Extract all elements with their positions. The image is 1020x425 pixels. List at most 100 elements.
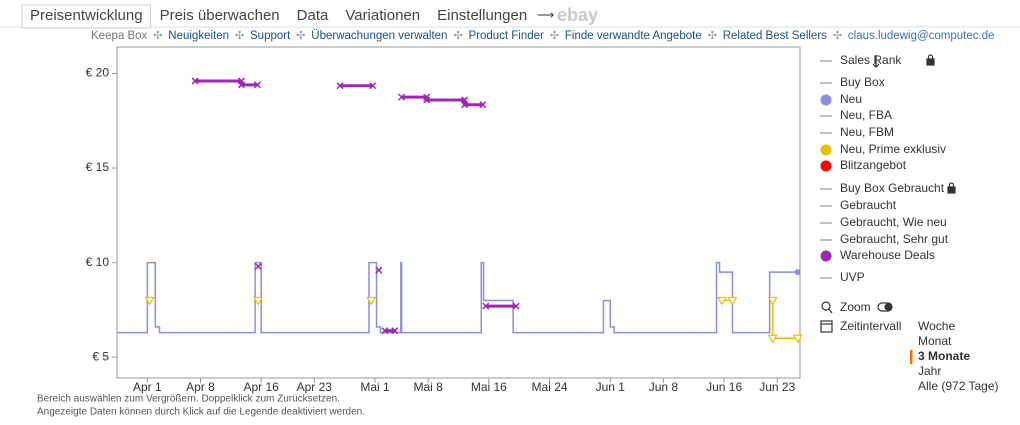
triangle-marker (253, 296, 264, 306)
legend-label[interactable]: Gebraucht, Wie neu (840, 215, 947, 229)
separator: ✣ (833, 30, 842, 42)
nav-link[interactable]: Product Finder (468, 30, 544, 42)
cross-marker (398, 93, 406, 101)
tab[interactable]: Variationen (345, 7, 420, 24)
legend-label[interactable]: Neu, Prime exklusiv (840, 142, 946, 156)
separator: ✣ (453, 30, 462, 42)
cross-marker (482, 302, 490, 310)
y-tick-label: € 20 (86, 66, 110, 80)
cross-marker (375, 266, 383, 274)
interval-option[interactable]: Jahr (918, 364, 941, 378)
icons (820, 54, 956, 333)
x-tick-label: Jun 16 (706, 380, 742, 394)
interval-option[interactable]: Woche (918, 319, 955, 333)
zoom-toggle[interactable] (877, 302, 893, 312)
triangle-marker (716, 296, 727, 306)
cross-marker (381, 327, 389, 335)
triangle-marker (727, 296, 738, 306)
cross-marker (461, 101, 469, 109)
tab-arrow: ⟶ (537, 8, 554, 22)
hint-note: Angezeigte Daten können durch Klick auf … (37, 407, 365, 418)
legend-label[interactable]: Warehouse Deals (840, 248, 935, 262)
lock-icon (927, 54, 934, 59)
triangle-marker (366, 296, 377, 306)
x-tick-label: Jun 8 (649, 380, 679, 394)
nav-link[interactable]: Keepa Box (91, 30, 148, 42)
lock-icon (926, 58, 935, 66)
nav-link[interactable]: Support (250, 30, 291, 42)
separator: ✣ (153, 30, 162, 42)
tab[interactable]: Data (297, 7, 329, 24)
legend-label[interactable]: Buy Box (840, 75, 885, 89)
cross-marker (191, 77, 199, 85)
zoom-label[interactable]: Zoom (840, 300, 871, 314)
hint-note: Bereich auswählen zum Vergrößern. Doppel… (37, 394, 340, 405)
x-tick-label: Apr 8 (186, 380, 215, 394)
zoom-icon (821, 301, 831, 311)
interval-option[interactable]: Alle (972 Tage) (918, 379, 999, 393)
cross-marker (369, 82, 377, 90)
nav-link[interactable]: Finde verwandte Angebote (565, 30, 702, 42)
tab[interactable]: Einstellungen (437, 7, 527, 24)
legend-dot[interactable] (820, 250, 832, 262)
calendar-icon (820, 320, 833, 333)
tab[interactable]: ebay (557, 5, 598, 25)
cross-marker (391, 327, 399, 335)
cross-marker (479, 101, 487, 109)
legend-label[interactable]: Blitzangebot (840, 158, 907, 172)
cross-marker (253, 81, 261, 89)
plot-series (117, 77, 803, 344)
legend-label[interactable]: Buy Box Gebraucht (840, 181, 945, 195)
plot-frame (116, 46, 801, 379)
legend-label[interactable]: Sales Rank (840, 53, 902, 67)
legend-dot[interactable] (820, 160, 832, 172)
x-tick-label: Mai 16 (471, 380, 507, 394)
tab[interactable]: Preisentwicklung (30, 7, 143, 24)
legend-label[interactable]: Gebraucht, Sehr gut (840, 232, 949, 246)
x-tick-label: Jun 1 (596, 380, 626, 394)
legend-label[interactable]: Neu (840, 92, 862, 106)
sort-icon (872, 63, 880, 68)
nav-link[interactable]: Related Best Sellers (723, 30, 827, 42)
series-line (117, 261, 798, 334)
legend-label[interactable]: Neu, FBA (840, 108, 892, 122)
triangle-marker (144, 296, 155, 306)
separator: ✣ (296, 30, 305, 42)
y-tick-label: € 5 (92, 349, 109, 363)
x-tick-label: Mai 8 (413, 380, 443, 394)
zoom-icon (828, 308, 833, 314)
x-tick-label: Mai 1 (360, 380, 390, 394)
x-tick-label: Apr 1 (133, 380, 162, 394)
separator: ✣ (235, 30, 244, 42)
interval-option[interactable]: 3 Monate (918, 349, 970, 363)
nav-link[interactable]: Überwachungen verwalten (311, 30, 447, 42)
interval-label: Zeitintervall (840, 319, 901, 333)
interval-option[interactable]: Monat (918, 334, 952, 348)
legend-dot[interactable] (820, 94, 832, 106)
separator: ✣ (708, 30, 717, 42)
separator: ✣ (550, 30, 559, 42)
legend-label[interactable]: Neu, FBM (840, 125, 894, 139)
cross-marker (336, 82, 344, 90)
x-tick-label: Jun 23 (759, 380, 795, 394)
triangle-marker (767, 296, 778, 306)
active-interval-bar (910, 350, 913, 364)
triangle-marker (792, 334, 803, 344)
legend-label[interactable]: UVP (840, 270, 865, 284)
lock-icon (947, 186, 956, 194)
series-line (195, 79, 258, 87)
x-tick-label: Mai 24 (532, 380, 568, 394)
nav-link[interactable]: Neuigkeiten (168, 30, 229, 42)
cross-marker (237, 81, 245, 89)
series-line (401, 95, 483, 107)
cross-marker (423, 96, 431, 104)
x-tick-label: Apr 23 (297, 380, 333, 394)
series-line (771, 300, 798, 340)
lock-icon (948, 182, 955, 187)
tab[interactable]: Preis überwachen (160, 7, 280, 24)
end-dot (794, 269, 801, 276)
nav-link[interactable]: claus.ludewig@computec.de (848, 30, 995, 42)
legend-dot[interactable] (820, 144, 832, 156)
legend-label[interactable]: Gebraucht (840, 198, 897, 212)
triangle-marker (767, 334, 778, 344)
